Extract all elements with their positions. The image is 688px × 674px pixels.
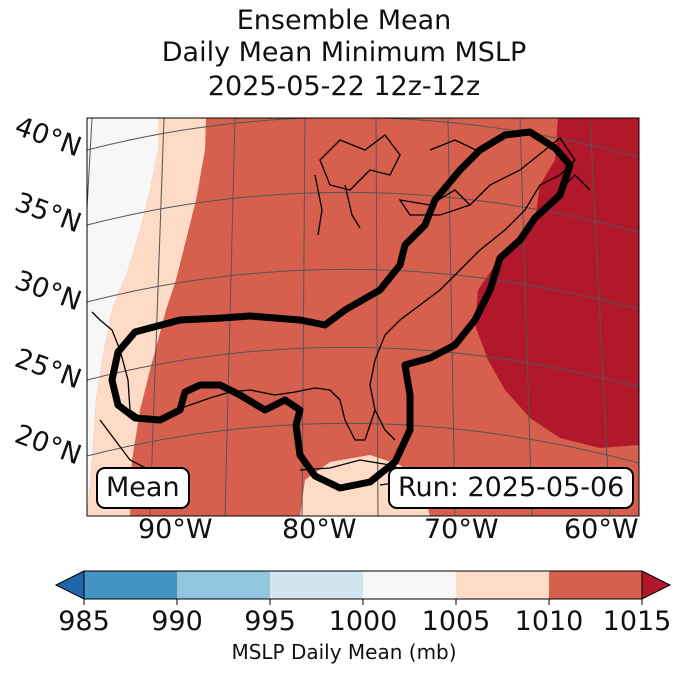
colorbar-extend-low [54, 570, 85, 600]
coastlines [91, 134, 591, 491]
colorbar-tick-985: 985 [58, 606, 110, 637]
colorbar-bin-990-995 [177, 571, 270, 599]
colorbar-tick-1005: 1005 [421, 606, 491, 637]
title-line-1: Ensemble Mean [236, 5, 452, 36]
colorbar-label: MSLP Daily Mean (mb) [231, 640, 457, 664]
colorbar-extend-high [641, 570, 672, 600]
mean-badge: Mean [96, 467, 190, 509]
colorbar-tick-1010: 1010 [514, 606, 584, 637]
colorbar-tick-1015: 1015 [602, 606, 672, 637]
colorbar-tick-1000: 1000 [328, 606, 398, 637]
field-1000-1005 [87, 118, 158, 516]
colorbar-bin-995-1000 [270, 571, 363, 599]
colorbar-bin-1010-1015 [549, 571, 642, 599]
colorbar-bin-1005-1010 [456, 571, 549, 599]
lon-label-70w: 70°W [424, 514, 499, 545]
lon-label-90w: 90°W [138, 514, 213, 545]
lon-label-60w: 60°W [564, 514, 639, 545]
colorbar-bin-985-990 [84, 571, 177, 599]
region-outline [108, 128, 574, 492]
map-frame [86, 117, 640, 517]
parallels [87, 118, 639, 464]
colorbar-bin-1000-1005 [363, 571, 456, 599]
title-line-3: 2025-05-22 12z-12z [207, 71, 481, 102]
colorbar [54, 570, 672, 605]
lon-label-80w: 80°W [282, 514, 357, 545]
field-1005-1010-west [87, 118, 206, 516]
run-date-badge: Run: 2025-05-06 [388, 467, 635, 509]
field-over-1015 [475, 118, 639, 448]
colorbar-tick-990: 990 [151, 606, 203, 637]
colorbar-tick-995: 995 [244, 606, 296, 637]
title-line-2: Daily Mean Minimum MSLP [161, 37, 527, 68]
